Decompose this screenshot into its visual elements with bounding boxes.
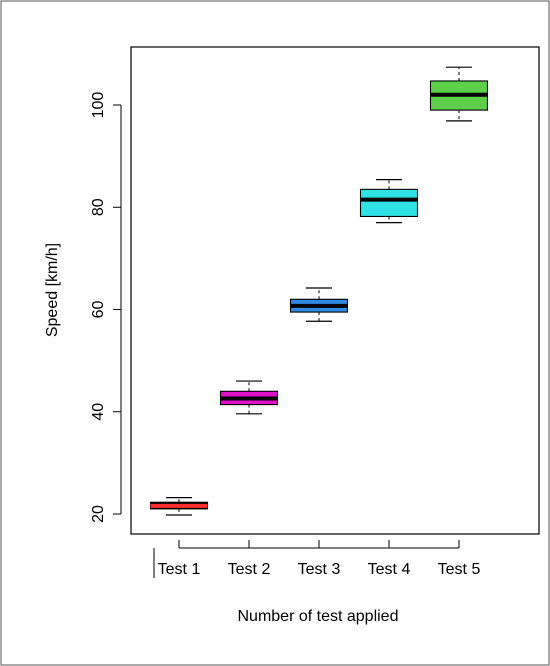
y-tick-label: 40 — [90, 403, 107, 421]
x-tick-label: Test 3 — [298, 561, 341, 578]
boxplot-test-3 — [289, 287, 349, 322]
x-tick-label: Test 2 — [228, 561, 271, 578]
box — [359, 188, 419, 218]
y-axis: 20 40 60 80 100 — [90, 92, 122, 523]
y-tick-label: 60 — [90, 301, 107, 319]
x-axis: Test 1 Test 2 Test 3 Test 4 Test 5 — [153, 540, 481, 578]
x-axis-label: Number of test applied — [238, 608, 399, 625]
y-tick-label: 20 — [90, 505, 107, 523]
boxes-layer — [149, 66, 489, 516]
boxplot-test-2 — [219, 380, 279, 415]
x-tick-label: Test 5 — [438, 561, 481, 578]
boxplot-test-5 — [429, 66, 489, 122]
x-tick-label: Test 4 — [368, 561, 411, 578]
x-tick-label: Test 1 — [158, 561, 201, 578]
boxplot-test-1 — [149, 497, 209, 516]
boxplot-test-4 — [359, 179, 419, 224]
y-tick-label: 80 — [90, 198, 107, 216]
y-tick-label: 100 — [90, 92, 107, 119]
y-axis-label: Speed [km/h] — [44, 243, 61, 337]
plot-area-frame — [130, 46, 540, 535]
